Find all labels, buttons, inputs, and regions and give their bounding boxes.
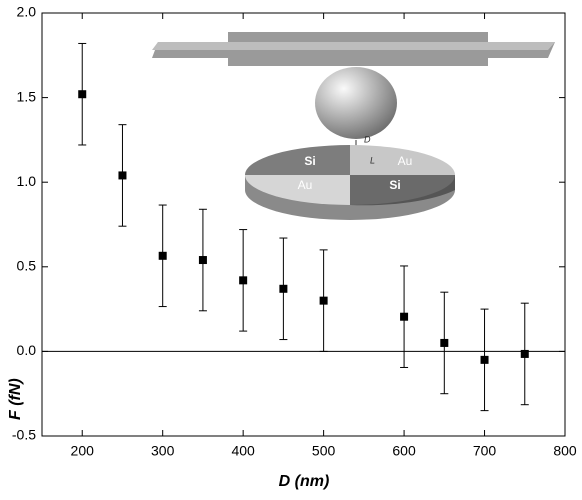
data-point <box>239 276 248 285</box>
sphere <box>315 67 397 139</box>
data-point <box>319 296 328 305</box>
plot-frame <box>41 12 566 437</box>
data-point <box>520 349 529 358</box>
y-tick-label: 2.0 <box>17 4 37 20</box>
y-axis-label: F (fN) <box>7 378 24 420</box>
data-point <box>78 90 87 99</box>
disk-q1 <box>245 145 350 175</box>
x-tick-label: 400 <box>231 443 255 459</box>
cantilever-top <box>152 42 555 50</box>
y-tick-label: 1.0 <box>17 173 37 189</box>
x-tick-label: 500 <box>312 443 336 459</box>
inset-label: Si <box>304 154 315 168</box>
x-tick-label: 700 <box>473 443 497 459</box>
x-tick-label: 800 <box>553 443 577 459</box>
y-tick-label: 1.5 <box>17 88 37 104</box>
disk-q2 <box>350 145 455 175</box>
x-axis-label: D (nm) <box>279 473 330 490</box>
x-tick-label: 200 <box>71 443 95 459</box>
data-point <box>198 256 207 265</box>
disk-q3 <box>245 175 350 205</box>
data-point <box>440 338 449 347</box>
y-tick-label: -0.5 <box>12 427 36 443</box>
y-tick-label: 0.0 <box>17 342 37 358</box>
x-tick-label: 600 <box>392 443 416 459</box>
x-tick-label: 300 <box>151 443 175 459</box>
data-point <box>279 284 288 293</box>
y-tick-label: 0.5 <box>17 258 37 274</box>
inset-illustration: Si Au Au Si D L <box>152 32 555 220</box>
inset-label: Au <box>398 154 413 168</box>
inset-label: Si <box>389 178 400 192</box>
inset-label: Au <box>298 178 313 192</box>
inset-label: L <box>370 155 375 165</box>
data-point <box>480 355 489 364</box>
inset-label: D <box>364 134 371 144</box>
data-point <box>158 251 167 260</box>
data-point <box>400 312 409 321</box>
data-point <box>118 171 127 180</box>
disk-q4 <box>350 175 455 205</box>
